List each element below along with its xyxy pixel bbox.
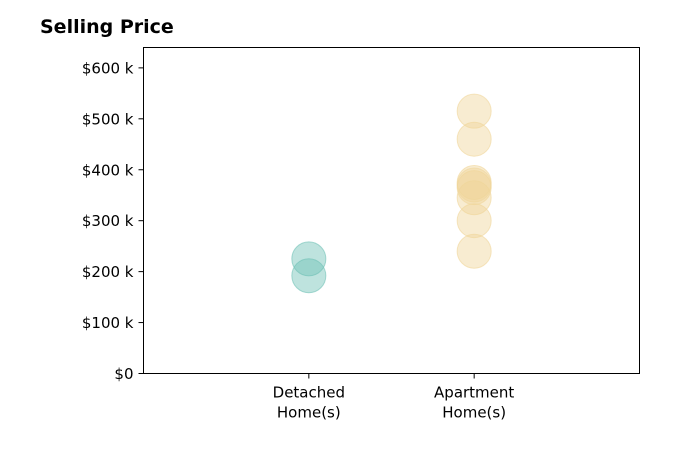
y-tick-label: $600 k <box>82 59 134 77</box>
data-point <box>456 121 492 157</box>
y-tick-label: $200 k <box>82 263 134 281</box>
data-point <box>291 258 327 294</box>
y-tick-label: $0 <box>114 365 133 383</box>
x-tick-label: Apartment Home(s) <box>434 384 514 422</box>
data-point <box>456 233 492 269</box>
chart-marks <box>291 93 492 294</box>
data-point <box>456 170 492 206</box>
chart-title: Selling Price <box>40 16 174 38</box>
chart-axes: $0 $100 k $200 k $300 k $400 k $500 k $600 k De… <box>82 59 515 421</box>
data-point <box>456 93 492 129</box>
y-tick-label: $400 k <box>82 161 134 179</box>
y-tick-label: $300 k <box>82 212 134 230</box>
data-point <box>456 203 492 239</box>
plot-frame <box>143 47 640 374</box>
x-tick-label: Detached Home(s) <box>273 384 345 422</box>
y-tick-label: $500 k <box>82 110 134 128</box>
y-tick-label: $100 k <box>82 314 134 332</box>
